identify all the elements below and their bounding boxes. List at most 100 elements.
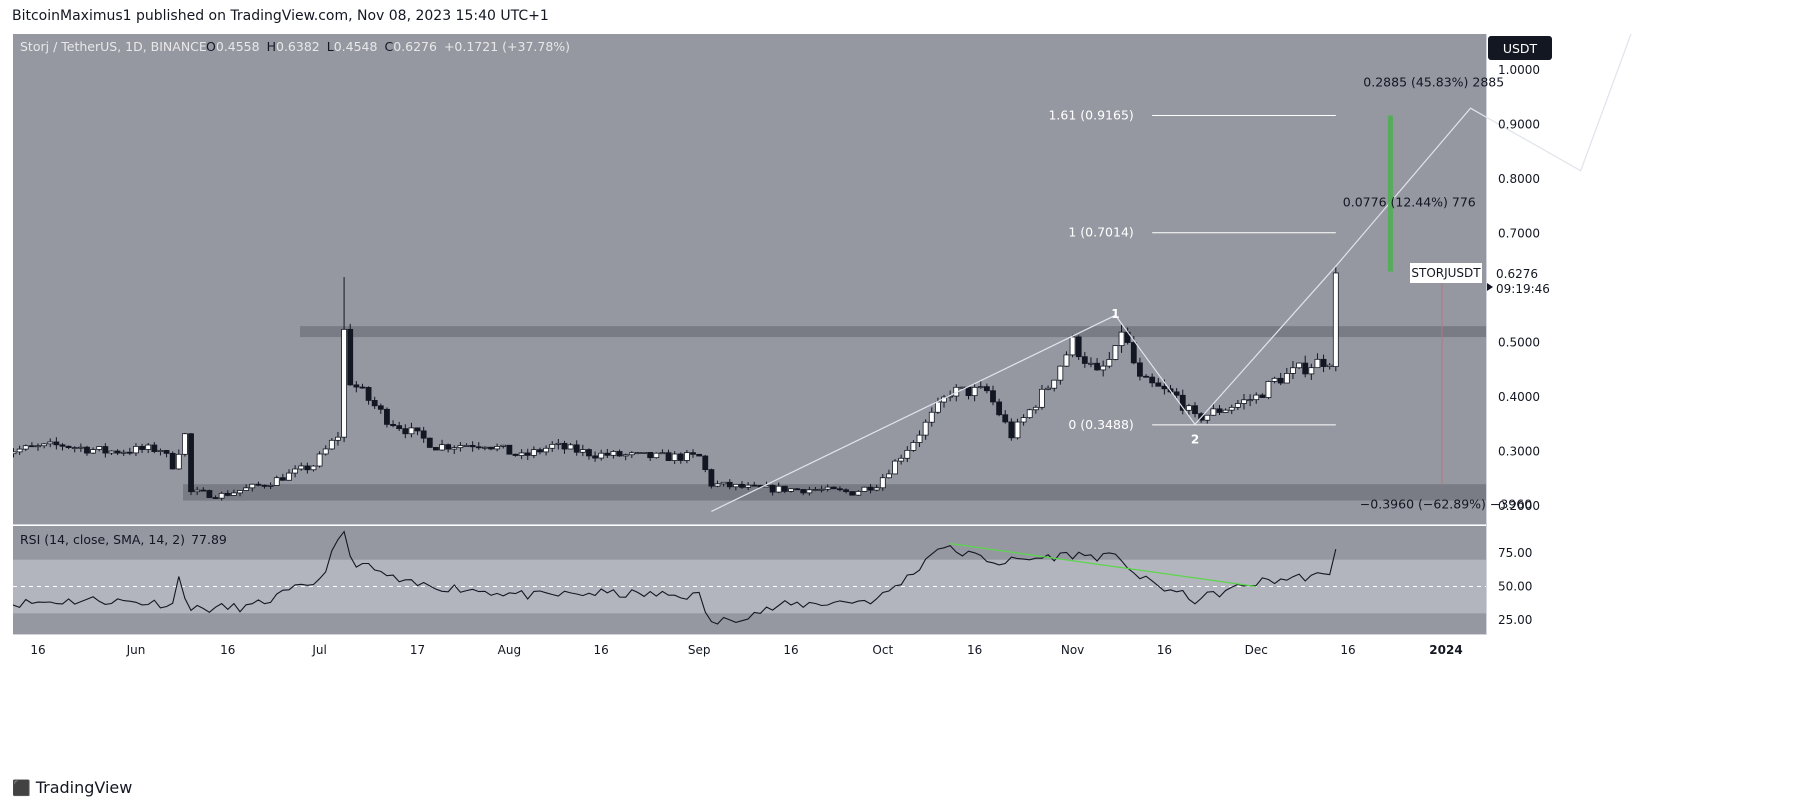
bullish-candle [567,444,574,450]
bearish-candle [200,489,207,492]
price-tick-label: 0.2000 [1498,499,1540,513]
bullish-candle [892,460,898,475]
bullish-candle [855,491,862,496]
bearish-candle [592,455,598,459]
bullish-candle [928,411,935,423]
bearish-candle [769,484,776,493]
bearish-candle [561,442,568,450]
bearish-candle [28,445,35,448]
bearish-candle [65,445,72,448]
bullish-candle [1290,367,1296,374]
projection-bar [1387,115,1393,272]
bullish-candle [328,439,335,450]
bearish-candle [739,483,745,488]
bullish-candle [543,447,550,453]
bearish-candle [1002,414,1009,423]
time-tick-label: 17 [410,643,425,657]
time-tick-label: 16 [594,643,609,657]
price-axis[interactable] [1487,34,1713,634]
bullish-candle [16,448,23,453]
legend-low-label: L [327,39,334,54]
legend-open-value: 0.4558 [216,39,260,54]
bullish-candle [1032,406,1039,411]
bearish-candle [990,390,996,403]
bullish-candle [243,487,250,491]
time-tick-label: Jun [126,643,146,657]
bearish-candle [965,386,972,397]
price-chart[interactable]: 1 2 4 1.61 (0.9165) 1 (0.7014) 0 (0.3488) 0.… [0,20,1713,764]
bearish-candle [396,425,403,430]
bearish-candle [420,430,427,439]
bullish-candle [157,450,164,452]
bullish-candle [298,465,305,470]
bullish-candle [35,445,41,448]
bullish-candle [310,465,317,471]
price-tick-label: 0.8000 [1498,172,1540,186]
bullish-candle [898,457,905,462]
bullish-candle [549,443,556,449]
bullish-candle [1118,331,1125,347]
bullish-candle [1247,399,1254,402]
bearish-candle [702,455,709,470]
rsi-line [0,530,1337,625]
legend-low-value: 0.4548 [334,39,378,54]
time-tick-label: Aug [498,643,521,657]
bearish-candle [433,447,439,451]
bullish-candle [977,386,984,389]
bullish-candle [182,433,188,455]
bullish-candle [1210,408,1217,416]
bullish-candle [47,441,54,445]
rsi-legend-label[interactable]: RSI (14, close, SMA, 14, 2) 77.89 [20,532,227,547]
bearish-candle [1155,382,1162,387]
candle-countdown: 09:19:46 [1496,282,1550,296]
legend-open-label: O [206,39,216,54]
legend-close-label: C [384,39,393,54]
bullish-candle [335,436,341,441]
fib-level-label: 0 (0.3488) [1068,417,1133,432]
bullish-candle [641,451,647,454]
bullish-candle [671,453,678,461]
bearish-candle [151,444,158,452]
bullish-candle [861,486,868,492]
bullish-candle [1283,373,1290,384]
bullish-candle [971,386,978,397]
support-zone [300,326,1486,338]
bullish-candle [959,386,966,389]
bullish-candle [1228,406,1235,411]
legend-symbol[interactable]: Storj / TetherUS, 1D, BINANCE [20,39,207,54]
bullish-candle [1326,364,1333,367]
bearish-candle [353,384,360,388]
bearish-candle [1277,377,1284,384]
bearish-candle [279,477,286,481]
bullish-candle [292,468,299,474]
support-zone [183,484,1486,501]
bullish-candle [194,489,201,493]
bearish-candle [849,491,856,496]
last-price-tag [1488,263,1552,297]
chart-frame[interactable]: 1 2 4 1.61 (0.9165) 1 (0.7014) 0 (0.3488) 0.… [0,20,1713,764]
bullish-candle [653,452,660,459]
bullish-candle [145,444,152,450]
bearish-candle [1179,394,1186,411]
bearish-candle [371,400,378,407]
bullish-candle [133,445,139,454]
bullish-candle [1222,409,1229,413]
footer-brand[interactable]: TradingView [35,778,133,797]
bullish-candle [934,401,941,413]
bearish-candle [53,441,60,446]
footer: ⬛ TradingView [12,778,132,797]
symbol-tag-label: STORJUSDT [1411,266,1481,280]
currency-button[interactable] [1488,36,1552,60]
bearish-candle [696,453,703,457]
price-tick-label: 1.0000 [1498,63,1540,77]
time-tick-label: 16 [1340,643,1355,657]
bearish-candle [1075,336,1082,358]
bearish-candle [1216,408,1223,413]
legend-ohlc: O0.4558 H0.6382 L0.4548 C0.6276 +0.1721 (+37… [206,39,570,54]
price-tick-label: 0.3000 [1498,445,1540,459]
bullish-candle [108,450,115,454]
bearish-candle [255,483,262,486]
legend-close-value: 0.6276 [393,39,437,54]
time-axis[interactable] [13,634,1487,664]
bearish-candle [402,428,409,435]
